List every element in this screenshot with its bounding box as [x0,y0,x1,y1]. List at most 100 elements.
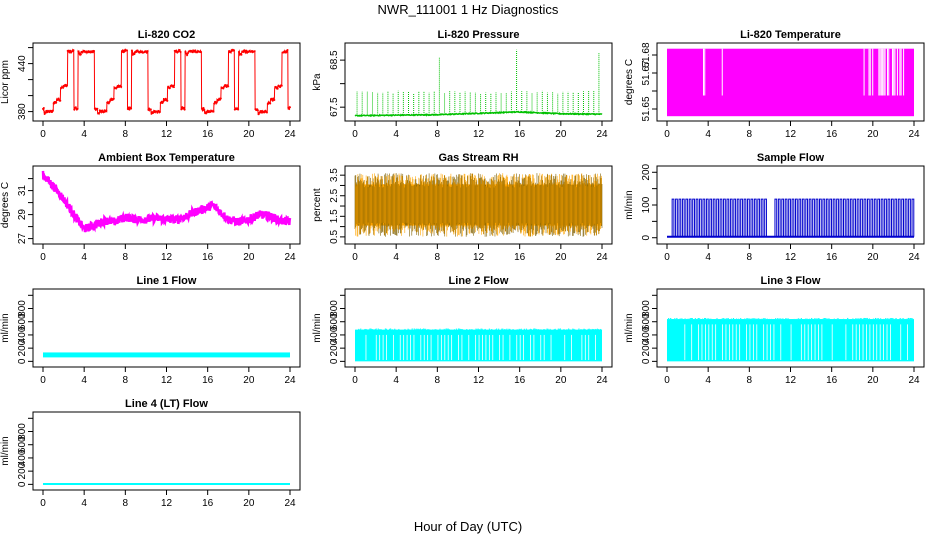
flow-top-noise [418,329,421,330]
flow-top-noise [417,328,419,330]
flow-top-noise [694,318,696,320]
co2-point [273,99,276,102]
y-tick-label: 68.5 [329,50,340,70]
y-tick-label: 2.5 [329,188,340,202]
flow-top-noise [890,318,892,320]
flow-top-noise [588,328,590,330]
flow-top-noise [744,318,746,320]
flow-top-noise [751,318,753,320]
sample-flow-pulse [757,198,761,237]
x-tick-label: 24 [908,375,920,386]
sample-flow-pulse [819,198,822,237]
flow-top-noise [509,328,511,330]
y-tick-label: 3.5 [329,168,340,182]
flow-top-noise [377,328,379,330]
temperature-gap [872,48,874,96]
y-tick-label: 29 [17,209,28,221]
sample-flow-pulse [777,198,781,237]
x-tick-label: 16 [202,375,214,386]
flow-top-noise [424,328,427,330]
x-tick-label: 4 [393,375,399,386]
flow-top-noise [907,317,910,320]
flow-top-noise [911,318,914,320]
flow-top-noise [411,328,413,330]
co2-point [222,87,225,90]
flow-top-noise [469,329,471,330]
x-tick-label: 8 [123,252,129,263]
temperature-gap [869,48,871,96]
co2-point [69,49,72,52]
sample-flow-pulse [736,198,740,237]
panel-frame [32,411,301,491]
flow-top-noise [735,318,738,320]
flow-top-noise [708,318,710,320]
y-tick-label: 31 [17,185,28,197]
temperature-gap [887,48,889,96]
co2-point [68,51,71,54]
y-tick-label: 800 [641,300,652,317]
sample-flow-pulse [764,198,767,237]
flow-top-noise [443,328,445,330]
y-tick-label: 200 [17,462,28,479]
flow-top-noise [787,318,789,320]
flow-top-noise [816,318,818,320]
x-tick-label: 8 [747,252,753,263]
co2-point [121,49,124,52]
x-tick-label: 24 [284,129,296,140]
temperature-gap [894,48,896,96]
flow-top-noise [535,328,537,330]
co2-point [125,49,128,52]
x-tick-label: 0 [352,252,358,263]
x-tick-label: 8 [435,129,441,140]
x-tick-label: 0 [40,252,46,263]
series-5 [667,198,915,238]
co2-point [242,51,245,54]
x-tick-label: 12 [473,129,485,140]
sample-flow-pulse [860,198,863,237]
x-tick-label: 4 [393,252,399,263]
y-tick-label: 51.65 [641,96,652,121]
sample-flow-pulse [890,198,894,237]
flow-top-noise [519,329,521,330]
panel-frame [344,42,613,122]
flow-top-noise [422,328,425,330]
sample-flow-pulse [832,198,836,237]
x-tick-label: 16 [202,252,214,263]
y-tick-label: 600 [17,313,28,330]
x-tick-label: 20 [243,375,255,386]
x-tick-label: 4 [81,252,87,263]
temperature-gap [703,48,705,96]
ambient-temp-series [41,170,292,233]
x-tick-label: 20 [555,129,567,140]
flow-top-noise [779,318,781,320]
flow-top-noise [416,328,418,330]
temperature-gap [868,48,870,96]
flow-top-noise [538,329,540,330]
x-tick-label: 12 [161,498,173,509]
flow-top-noise [371,329,373,330]
panel-title: Gas Stream RH [438,152,518,164]
sample-flow-pulse [829,198,833,237]
sample-flow-pulse [753,198,757,237]
temperature-lower-band [667,95,914,117]
flow-top-noise [445,328,447,330]
co2-point [96,107,99,110]
panel-3: Ambient Box Temperature degrees C 0 4 8 12 16 2… [0,152,301,263]
sample-flow-pulse [795,198,798,237]
x-tick-label: 12 [161,375,173,386]
flow-top-noise [908,318,911,320]
co2-point [256,109,259,112]
y-tick-label: 600 [17,436,28,453]
panel-title: Line 4 (LT) Flow [125,398,208,410]
flow-top-noise [899,317,901,320]
sample-flow-pulse [901,198,905,237]
series-8 [667,317,915,362]
co2-point [112,97,115,100]
co2-point [269,102,272,105]
series-3 [41,170,292,233]
pressure-baseline [354,110,603,118]
x-tick-label: 16 [514,252,526,263]
x-tick-label: 20 [243,498,255,509]
panel-6: Line 1 Flow ml/min 0 4 8 12 16 20 24 0 20040060080… [0,275,301,386]
flow-top-noise [889,318,891,320]
